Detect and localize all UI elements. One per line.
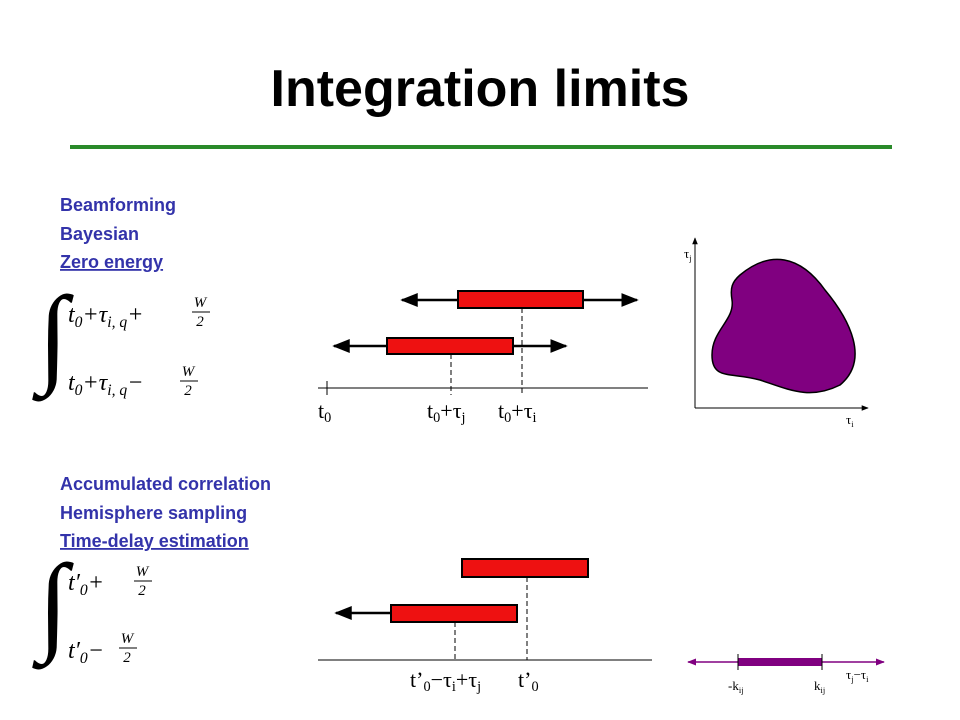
upper-limit: t0+τi, q+ (68, 302, 143, 331)
tick-label: t0 (318, 398, 331, 426)
text-part: − (127, 370, 143, 396)
text-part: 0 (531, 679, 538, 695)
shape (390, 604, 518, 623)
upper-limit: t′0+ (68, 570, 104, 599)
text-part: 0 (80, 582, 88, 599)
text-part: τ (846, 667, 851, 682)
integral-sign: ∫ (32, 274, 74, 402)
axis-label: τj (684, 246, 692, 263)
region-plot (692, 237, 869, 411)
text-part: τ (846, 412, 851, 427)
text-part: i (533, 410, 537, 426)
text-part: 0 (423, 679, 430, 695)
text-part: + (88, 570, 104, 596)
method[interactable]: Zero energy (60, 252, 163, 272)
range (687, 654, 885, 670)
frac-num: W (121, 631, 135, 647)
text-part: −τ (431, 667, 452, 692)
text-part: t (318, 398, 324, 423)
range-label: -kij (728, 678, 744, 695)
text-part: i (452, 679, 456, 695)
shape (461, 558, 589, 578)
range-label: τj−τi (846, 667, 869, 684)
title: Integration limits (271, 60, 690, 118)
text-part: i, q (107, 382, 127, 399)
text-part: + (127, 302, 143, 328)
method: Bayesian (60, 224, 139, 244)
lower-limit: t0+τi, q− (68, 370, 143, 399)
frac-den: 2 (138, 583, 146, 599)
lower-limit: t′0− (68, 638, 104, 667)
frac-den: 2 (184, 383, 192, 399)
text-part: +τ (511, 398, 532, 423)
text-part: t’ (410, 667, 423, 692)
text-part: t (498, 398, 504, 423)
text-part: -k (728, 678, 739, 693)
text-part: j (688, 253, 691, 263)
tick-label: t0+τi (498, 398, 537, 426)
text-part: 0 (80, 650, 88, 667)
text-part: −τ (854, 667, 867, 682)
text-part: t′ (68, 638, 81, 664)
text-part: t (68, 302, 76, 328)
text-part: i, q (107, 314, 127, 331)
tick-label: t’0−τi+τj (410, 667, 481, 695)
method: Accumulated correlation (60, 474, 271, 494)
text-part: t’ (518, 667, 531, 692)
text-part: +τ (82, 302, 108, 328)
shape (457, 290, 584, 309)
frac-num: W (136, 564, 150, 580)
text-part: j (850, 674, 853, 684)
text-part: k (814, 678, 821, 693)
text-part: +τ (440, 398, 461, 423)
frac-den: 2 (196, 314, 204, 330)
text-part: j (476, 679, 481, 695)
frac-num: W (182, 364, 196, 380)
text-part: i (866, 674, 869, 684)
text-part: t′ (68, 570, 81, 596)
range-label: kij (814, 678, 825, 695)
text-part: t (68, 370, 76, 396)
text-part: t (427, 398, 433, 423)
tick-label: t0+τj (427, 398, 466, 426)
text-part: 0 (75, 382, 83, 399)
text-part: +τ (82, 370, 108, 396)
text-part: − (88, 638, 104, 664)
text-part: 0 (324, 410, 331, 426)
timeline (318, 558, 652, 661)
text-part: 0 (433, 410, 440, 426)
shape (711, 258, 856, 394)
timeline (318, 290, 648, 395)
shape (738, 658, 822, 666)
text-part: i (851, 419, 854, 429)
text-part: 0 (75, 314, 83, 331)
text-part: ij (739, 685, 744, 695)
text-part: ij (821, 685, 826, 695)
text-part: j (461, 410, 466, 426)
text-part: τ (684, 246, 689, 261)
shape (386, 337, 514, 355)
method: Hemisphere sampling (60, 503, 247, 523)
frac-den: 2 (123, 650, 131, 666)
tick-label: t’0 (518, 667, 539, 695)
frac-num: W (194, 295, 208, 311)
text-part: 0 (504, 410, 511, 426)
integral-sign: ∫ (32, 542, 74, 670)
axis-label: τi (846, 412, 854, 429)
method: Beamforming (60, 195, 176, 215)
method[interactable]: Time-delay estimation (60, 531, 249, 551)
text-part: +τ (456, 667, 477, 692)
